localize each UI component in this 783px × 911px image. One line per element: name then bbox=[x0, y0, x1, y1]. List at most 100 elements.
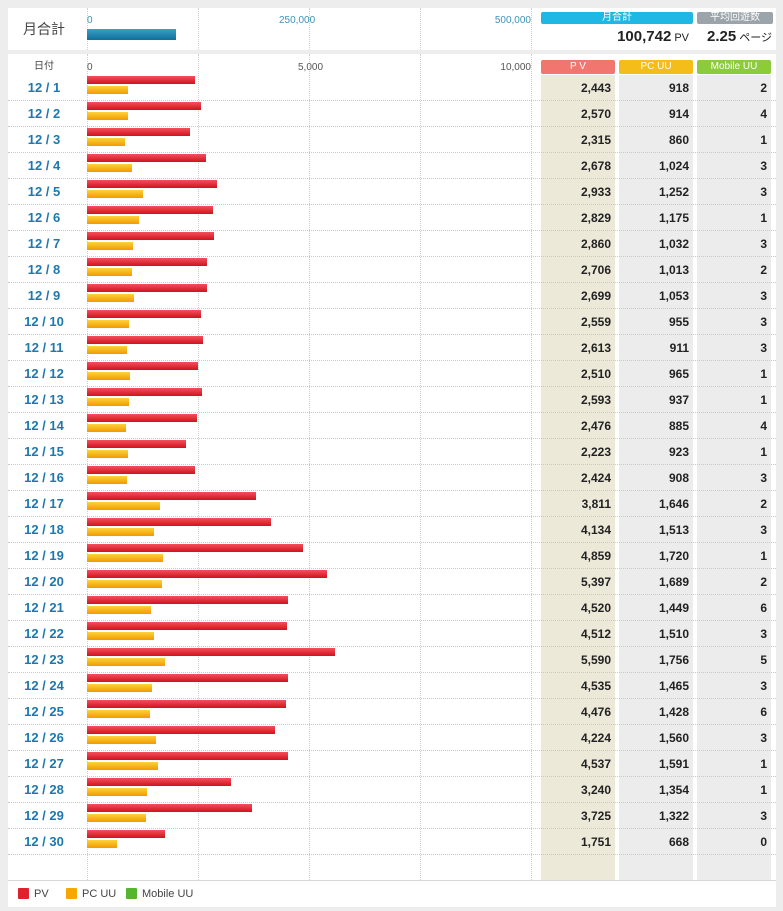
legend-swatch-pv bbox=[18, 888, 29, 899]
date-column-header: 日付 bbox=[34, 61, 54, 72]
pcuu-bar bbox=[87, 814, 146, 822]
pv-bar bbox=[87, 622, 287, 630]
mobileuu-value: 1 bbox=[760, 393, 767, 407]
pv-value: 2,559 bbox=[580, 315, 611, 329]
date-label: 12 / 8 bbox=[27, 262, 61, 277]
pcuu-column-bg bbox=[619, 75, 693, 880]
pv-value: 3,811 bbox=[581, 497, 611, 511]
legend-label-pv: PV bbox=[34, 888, 49, 900]
date-label: 12 / 9 bbox=[27, 288, 61, 303]
mobileuu-value: 1 bbox=[760, 133, 767, 147]
mobileuu-value: 0 bbox=[760, 835, 767, 849]
pv-value: 2,613 bbox=[580, 341, 611, 355]
row-divider bbox=[8, 334, 776, 335]
pv-value: 2,315 bbox=[580, 133, 611, 147]
mobileuu-value: 3 bbox=[760, 731, 767, 745]
pcuu-value: 918 bbox=[668, 81, 689, 95]
pcuu-bar bbox=[87, 242, 133, 250]
row-divider bbox=[8, 516, 776, 517]
pcuu-value: 908 bbox=[668, 471, 689, 485]
mobileuu-value: 1 bbox=[760, 549, 767, 563]
legend-item-mobileuu: Mobile UU bbox=[126, 888, 193, 900]
pcuu-value: 1,428 bbox=[658, 705, 689, 719]
date-label: 12 / 23 bbox=[24, 652, 64, 667]
pcuu-bar bbox=[87, 138, 125, 146]
pv-value: 2,699 bbox=[580, 289, 611, 303]
summary-gridline bbox=[309, 8, 310, 50]
pv-bar bbox=[87, 362, 198, 370]
plot-tick-10000: 10,000 bbox=[500, 62, 531, 73]
pv-value: 4,520 bbox=[580, 601, 611, 615]
mobileuu-value: 2 bbox=[760, 497, 767, 511]
pv-bar bbox=[87, 128, 190, 136]
date-label: 12 / 4 bbox=[27, 158, 61, 173]
row-divider bbox=[8, 854, 776, 855]
date-label: 12 / 1 bbox=[27, 80, 61, 95]
row-divider bbox=[8, 646, 776, 647]
pcuu-value: 1,560 bbox=[658, 731, 689, 745]
row-divider bbox=[8, 178, 776, 179]
mobileuu-value: 4 bbox=[760, 107, 767, 121]
pv-value: 2,424 bbox=[580, 471, 611, 485]
pcuu-bar bbox=[87, 736, 156, 744]
legend-label-mobileuu: Mobile UU bbox=[142, 888, 194, 900]
pcuu-value: 1,646 bbox=[658, 497, 689, 511]
pv-value: 3,725 bbox=[580, 809, 611, 823]
pcuu-bar bbox=[87, 502, 160, 510]
date-label: 12 / 16 bbox=[24, 470, 64, 485]
pv-bar bbox=[87, 388, 202, 396]
pcuu-bar bbox=[87, 294, 134, 302]
mobileuu-value: 5 bbox=[760, 653, 767, 667]
summary-tick-500000: 500,000 bbox=[494, 15, 531, 26]
legend-swatch-mobileuu bbox=[126, 888, 137, 899]
summary-gridline bbox=[198, 8, 199, 50]
mobileuu-value: 3 bbox=[760, 809, 767, 823]
pv-bar bbox=[87, 76, 195, 84]
plot-tick-5000: 5,000 bbox=[298, 62, 324, 73]
mobileuu-value: 3 bbox=[760, 627, 767, 641]
pv-value: 4,224 bbox=[580, 731, 611, 745]
monthly-total-label: 月合計 bbox=[23, 21, 65, 37]
pcuu-value: 1,032 bbox=[658, 237, 689, 251]
pcuu-bar bbox=[87, 476, 127, 484]
pcuu-value: 1,465 bbox=[658, 679, 689, 693]
date-label: 12 / 13 bbox=[24, 392, 64, 407]
pcuu-bar bbox=[87, 450, 128, 458]
avg-value: 2.25 ページ bbox=[697, 28, 772, 46]
pv-value: 2,678 bbox=[580, 159, 611, 173]
pcuu-bar bbox=[87, 190, 143, 198]
row-divider bbox=[8, 568, 776, 569]
pcuu-value: 1,252 bbox=[658, 185, 689, 199]
date-label: 12 / 25 bbox=[24, 704, 64, 719]
pv-bar bbox=[87, 232, 214, 240]
pcuu-value: 1,720 bbox=[658, 549, 689, 563]
avg-header: 平均回遊数 bbox=[697, 12, 773, 24]
pv-bar bbox=[87, 154, 206, 162]
pcuu-bar bbox=[87, 216, 139, 224]
pcuu-bar bbox=[87, 346, 127, 354]
mobileuu-value: 1 bbox=[760, 211, 767, 225]
pcuu-bar bbox=[87, 164, 132, 172]
pcuu-value: 668 bbox=[668, 835, 689, 849]
row-divider bbox=[8, 542, 776, 543]
daily-bar-plot: 0 5,000 10,000 bbox=[87, 54, 532, 880]
pv-value: 2,570 bbox=[580, 107, 611, 121]
plot-gridline bbox=[309, 54, 310, 880]
row-divider bbox=[8, 412, 776, 413]
pv-value: 2,860 bbox=[580, 237, 611, 251]
pv-bar bbox=[87, 206, 213, 214]
pv-value: 2,510 bbox=[580, 367, 611, 381]
date-label: 12 / 3 bbox=[27, 132, 61, 147]
row-divider bbox=[8, 802, 776, 803]
pv-value: 4,476 bbox=[580, 705, 611, 719]
legend-item-pcuu: PC UU bbox=[66, 888, 116, 900]
pcuu-value: 1,024 bbox=[658, 159, 689, 173]
mobileuu-value: 3 bbox=[760, 315, 767, 329]
mobileuu-value: 3 bbox=[760, 471, 767, 485]
mobileuu-value: 2 bbox=[760, 263, 767, 277]
date-label: 12 / 14 bbox=[24, 418, 64, 433]
pv-value: 4,537 bbox=[580, 757, 611, 771]
pcuu-value: 1,449 bbox=[658, 601, 689, 615]
daily-table-panel: 日付 P V PC UU Mobile UU 0 5,000 10,000 12… bbox=[8, 54, 776, 880]
row-divider bbox=[8, 750, 776, 751]
